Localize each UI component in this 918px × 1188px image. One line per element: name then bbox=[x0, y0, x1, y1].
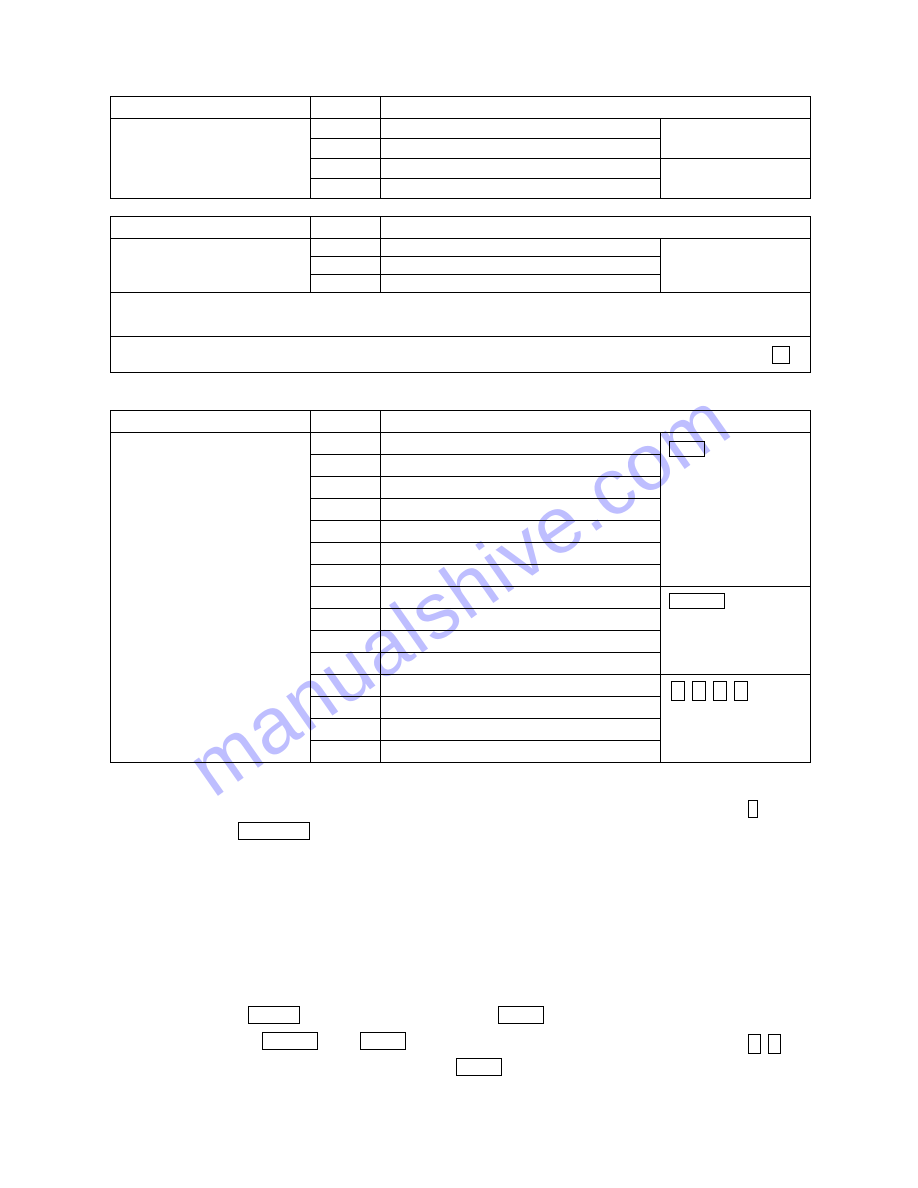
t2-r3c2 bbox=[311, 275, 381, 293]
t3-r15c2 bbox=[311, 741, 381, 763]
t3-r14c3 bbox=[381, 719, 661, 741]
t1-header-col34 bbox=[381, 97, 811, 119]
t2-header-col34 bbox=[381, 217, 811, 239]
t3-r4c2 bbox=[311, 499, 381, 521]
t3-r15c3 bbox=[381, 741, 661, 763]
quad-box-3 bbox=[713, 681, 727, 701]
t2-header-col1 bbox=[111, 217, 311, 239]
float-small-sq bbox=[748, 800, 758, 818]
t3-r11c2 bbox=[311, 653, 381, 675]
t3-r13c3 bbox=[381, 697, 661, 719]
t3-r3c2 bbox=[311, 477, 381, 499]
t3-r4c3 bbox=[381, 499, 661, 521]
t3-r3c3 bbox=[381, 477, 661, 499]
float-box-7 bbox=[748, 1034, 761, 1054]
t3-r11c3 bbox=[381, 653, 661, 675]
t3-r7c3 bbox=[381, 565, 661, 587]
t1-r2c2 bbox=[311, 139, 381, 159]
t3-right-top bbox=[661, 433, 811, 587]
float-box-8 bbox=[768, 1034, 781, 1054]
t2-r2c2 bbox=[311, 257, 381, 275]
t1-r1c4 bbox=[661, 119, 811, 159]
t3-r9c3 bbox=[381, 609, 661, 631]
checkbox-icon[interactable] bbox=[772, 346, 790, 364]
t1-r1c2 bbox=[311, 119, 381, 139]
t2-footer-row bbox=[111, 337, 811, 373]
float-box-2 bbox=[248, 1006, 300, 1024]
t3-right-mid bbox=[661, 587, 811, 675]
t3-r8c3 bbox=[381, 587, 661, 609]
t1-r4c2 bbox=[311, 179, 381, 199]
t3-r6c3 bbox=[381, 543, 661, 565]
float-box-4 bbox=[262, 1032, 318, 1050]
float-box-3 bbox=[498, 1006, 544, 1024]
table-1 bbox=[110, 96, 811, 199]
float-box-6 bbox=[456, 1058, 502, 1076]
inline-box-1 bbox=[669, 441, 705, 457]
t2-left-cell bbox=[111, 239, 311, 293]
t1-r2c3 bbox=[381, 139, 661, 159]
t2-r1c3 bbox=[381, 239, 661, 257]
t1-r4c3 bbox=[381, 179, 661, 199]
t3-r9c2 bbox=[311, 609, 381, 631]
float-box-5 bbox=[360, 1032, 406, 1050]
t1-header-col2 bbox=[311, 97, 381, 119]
t3-r2c2 bbox=[311, 455, 381, 477]
t1-r1c3 bbox=[381, 119, 661, 139]
t3-r1c2 bbox=[311, 433, 381, 455]
t3-r10c2 bbox=[311, 631, 381, 653]
t3-header-col1 bbox=[111, 411, 311, 433]
quad-box-2 bbox=[692, 681, 706, 701]
t3-r2c3 bbox=[381, 455, 661, 477]
t2-desc-row bbox=[111, 293, 811, 337]
t1-r3c3 bbox=[381, 159, 661, 179]
float-box-1 bbox=[238, 822, 310, 840]
quad-box-4 bbox=[734, 681, 748, 701]
t2-r1c4 bbox=[661, 239, 811, 293]
t3-r8c2 bbox=[311, 587, 381, 609]
t1-header-col1 bbox=[111, 97, 311, 119]
t3-r13c2 bbox=[311, 697, 381, 719]
t3-r12c2 bbox=[311, 675, 381, 697]
t3-r5c3 bbox=[381, 521, 661, 543]
quad-box-1 bbox=[671, 681, 685, 701]
t3-r14c2 bbox=[311, 719, 381, 741]
t1-r3c2 bbox=[311, 159, 381, 179]
t2-r3c3 bbox=[381, 275, 661, 293]
t1-r3c4 bbox=[661, 159, 811, 199]
t3-left-cell bbox=[111, 433, 311, 763]
t3-r6c2 bbox=[311, 543, 381, 565]
inline-box-2 bbox=[669, 593, 725, 609]
t3-right-bottom bbox=[661, 675, 811, 763]
t3-r7c2 bbox=[311, 565, 381, 587]
t3-r1c3 bbox=[381, 433, 661, 455]
t2-r2c3 bbox=[381, 257, 661, 275]
t2-header-col2 bbox=[311, 217, 381, 239]
t1-left-cell bbox=[111, 119, 311, 199]
t3-r5c2 bbox=[311, 521, 381, 543]
t3-r10c3 bbox=[381, 631, 661, 653]
table-2 bbox=[110, 216, 811, 373]
t3-header-col34 bbox=[381, 411, 811, 433]
t2-r1c2 bbox=[311, 239, 381, 257]
t3-header-col2 bbox=[311, 411, 381, 433]
t3-r12c3 bbox=[381, 675, 661, 697]
table-3 bbox=[110, 410, 811, 763]
